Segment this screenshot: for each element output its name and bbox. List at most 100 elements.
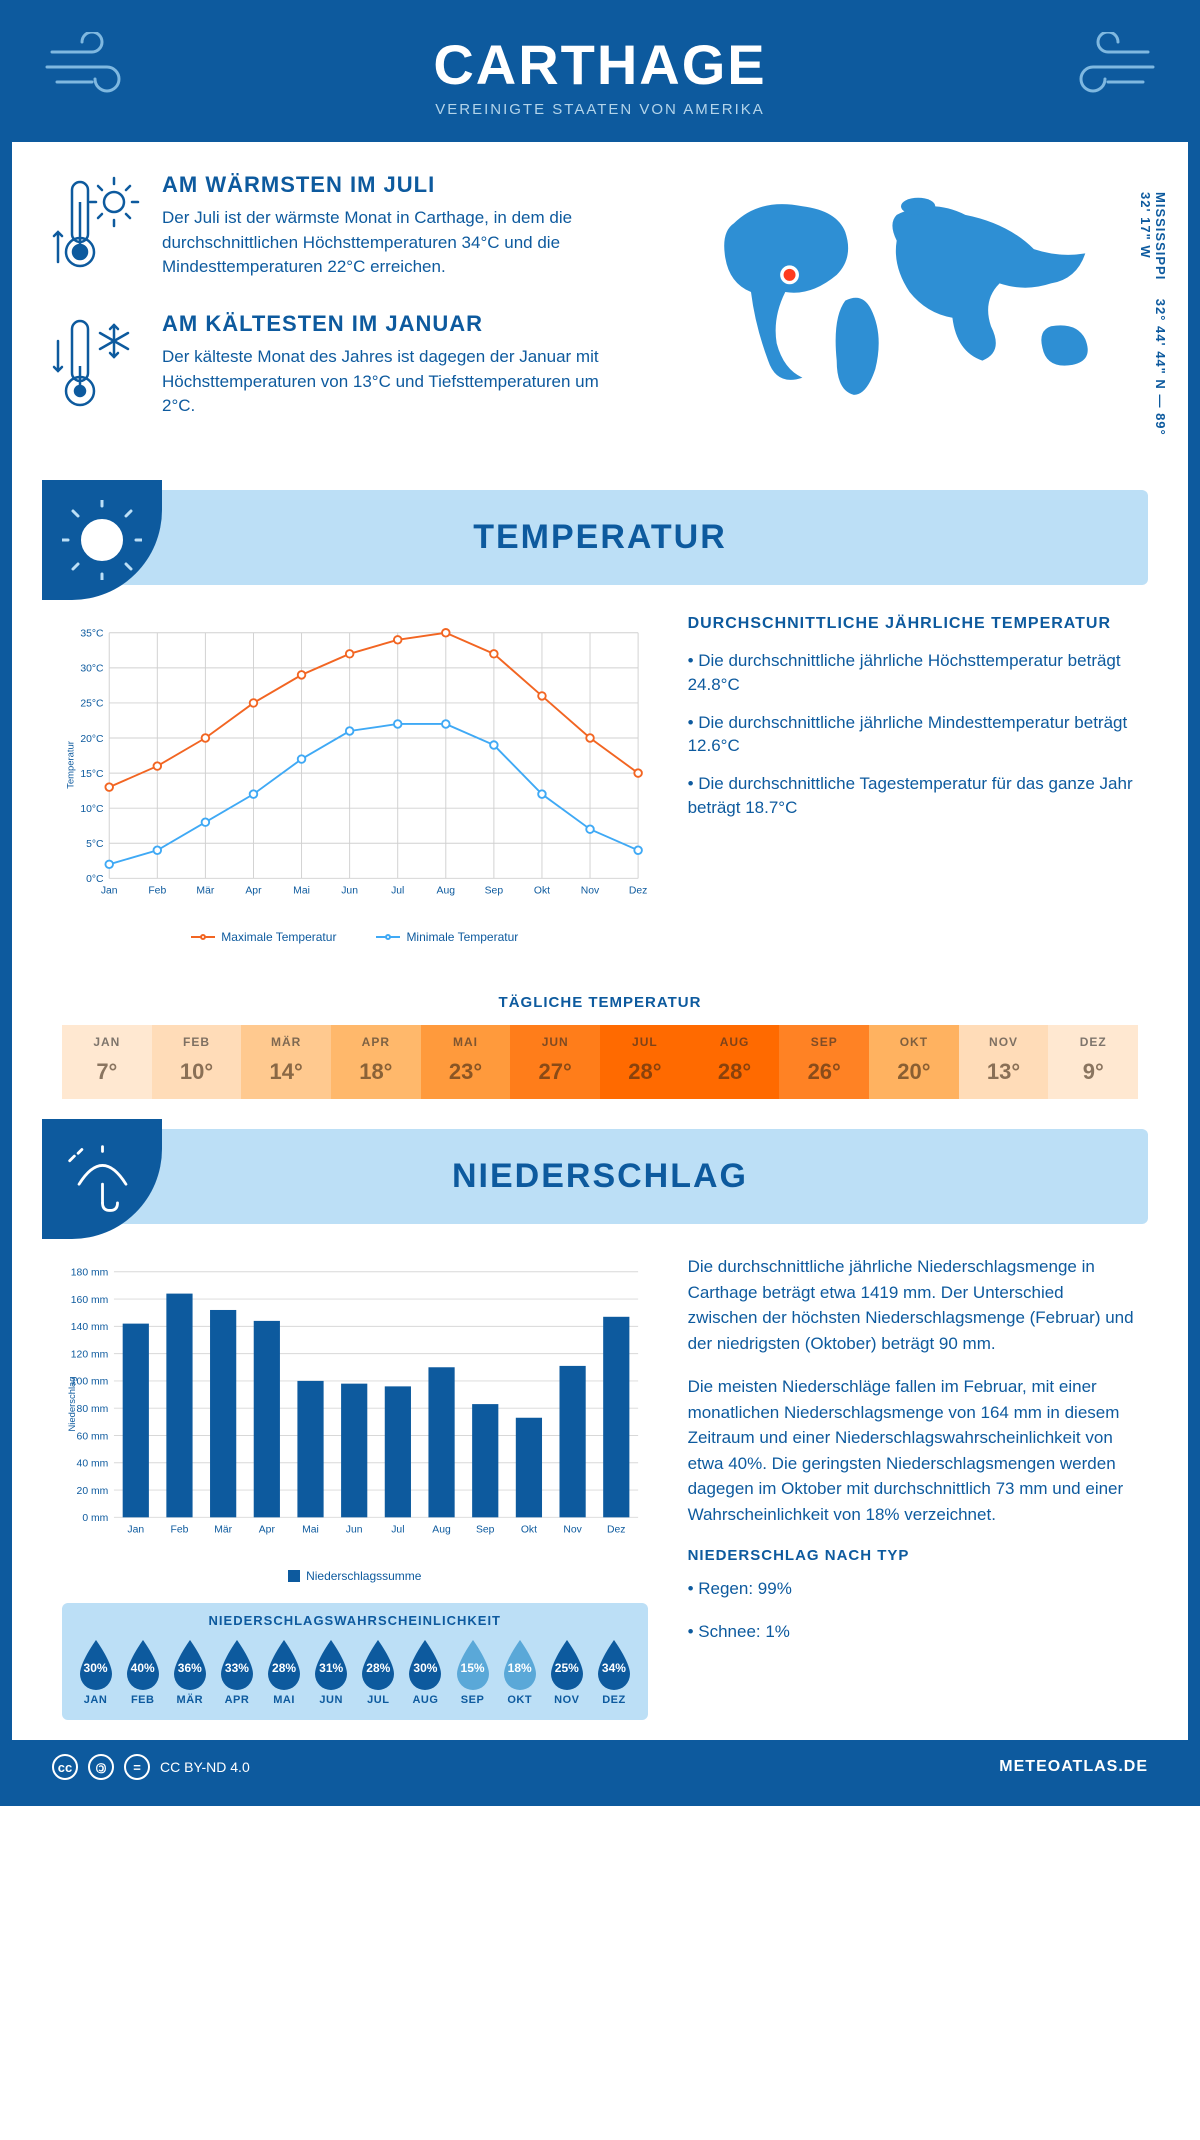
daily-cell: JAN7° [62, 1025, 152, 1099]
nd-icon: = [124, 1754, 150, 1780]
site-name: METEOATLAS.DE [999, 1758, 1148, 1776]
temperature-summary: DURCHSCHNITTLICHE JÄHRLICHE TEMPERATUR •… [688, 615, 1138, 944]
warmest-fact: AM WÄRMSTEN IM JULI Der Juli ist der wär… [52, 172, 633, 287]
svg-text:Jan: Jan [127, 1524, 144, 1535]
warmest-title: AM WÄRMSTEN IM JULI [162, 172, 633, 198]
svg-text:0 mm: 0 mm [82, 1513, 108, 1524]
svg-text:120 mm: 120 mm [71, 1349, 108, 1360]
svg-text:Okt: Okt [534, 885, 550, 896]
precipitation-bar-chart: 0 mm20 mm40 mm60 mm80 mm100 mm120 mm140 … [62, 1254, 648, 1583]
svg-text:Mai: Mai [302, 1524, 319, 1535]
svg-text:Feb: Feb [148, 885, 166, 896]
svg-text:Temperatur: Temperatur [65, 741, 76, 789]
svg-text:Aug: Aug [437, 885, 456, 896]
svg-text:15°C: 15°C [80, 769, 104, 780]
page-footer: cc 🄯 = CC BY-ND 4.0 METEOATLAS.DE [12, 1740, 1188, 1794]
svg-text:40 mm: 40 mm [77, 1459, 109, 1470]
probability-drop: 18%OKT [499, 1638, 541, 1706]
warmest-text: Der Juli ist der wärmste Monat in Cartha… [162, 206, 633, 280]
svg-text:0°C: 0°C [86, 874, 104, 885]
wind-icon [1058, 32, 1158, 107]
svg-text:Apr: Apr [245, 885, 262, 896]
svg-text:Sep: Sep [476, 1524, 495, 1535]
daily-temp-grid: JAN7°FEB10°MÄR14°APR18°MAI23°JUN27°JUL28… [62, 1025, 1138, 1099]
svg-text:Mai: Mai [293, 885, 310, 896]
daily-cell: SEP26° [779, 1025, 869, 1099]
svg-text:Okt: Okt [521, 1524, 537, 1535]
section-title: NIEDERSCHLAG [52, 1157, 1148, 1196]
svg-text:Jun: Jun [341, 885, 358, 896]
precipitation-summary: Die durchschnittliche jährliche Niedersc… [688, 1254, 1138, 1720]
svg-text:25°C: 25°C [80, 699, 104, 710]
probability-drop: 34%DEZ [593, 1638, 635, 1706]
coldest-text: Der kälteste Monat des Jahres ist dagege… [162, 345, 633, 419]
section-title: TEMPERATUR [52, 518, 1148, 557]
probability-drop: 30%JAN [75, 1638, 117, 1706]
daily-temp-title: TÄGLICHE TEMPERATUR [12, 994, 1188, 1011]
cc-icon: cc [52, 1754, 78, 1780]
svg-text:Jul: Jul [391, 885, 404, 896]
coldest-fact: AM KÄLTESTEN IM JANUAR Der kälteste Mona… [52, 311, 633, 426]
svg-text:Aug: Aug [432, 1524, 451, 1535]
svg-text:Dez: Dez [629, 885, 647, 896]
umbrella-icon [42, 1119, 162, 1239]
thermometer-snow-icon [52, 311, 142, 426]
thermometer-sun-icon [52, 172, 142, 287]
country-subtitle: VEREINIGTE STAATEN VON AMERIKA [12, 101, 1188, 118]
coldest-title: AM KÄLTESTEN IM JANUAR [162, 311, 633, 337]
daily-cell: JUL28° [600, 1025, 690, 1099]
daily-cell: MAI23° [421, 1025, 511, 1099]
precipitation-banner: NIEDERSCHLAG [52, 1129, 1148, 1224]
probability-drop: 31%JUN [310, 1638, 352, 1706]
svg-text:5°C: 5°C [86, 839, 104, 850]
temperature-line-chart: 0°C5°C10°C15°C20°C25°C30°C35°CJanFebMärA… [62, 615, 648, 944]
probability-drop: 15%SEP [452, 1638, 494, 1706]
svg-text:140 mm: 140 mm [71, 1322, 108, 1333]
svg-text:80 mm: 80 mm [77, 1404, 109, 1415]
probability-drop: 28%MAI [263, 1638, 305, 1706]
svg-text:Niederschlag: Niederschlag [67, 1376, 78, 1431]
svg-text:20 mm: 20 mm [77, 1486, 109, 1497]
coordinates: MISSISSIPPI 32° 44' 44" N — 89° 32' 17" … [1138, 192, 1168, 450]
probability-drop: 36%MÄR [169, 1638, 211, 1706]
daily-cell: FEB10° [152, 1025, 242, 1099]
svg-text:30°C: 30°C [80, 664, 104, 675]
chart-legend: Maximale Temperatur Minimale Temperatur [62, 930, 648, 944]
svg-text:Mär: Mär [196, 885, 214, 896]
svg-text:Jun: Jun [346, 1524, 363, 1535]
svg-text:Jan: Jan [101, 885, 118, 896]
svg-text:160 mm: 160 mm [71, 1295, 108, 1306]
temperature-banner: TEMPERATUR [52, 490, 1148, 585]
probability-drop: 28%JUL [357, 1638, 399, 1706]
svg-text:20°C: 20°C [80, 734, 104, 745]
probability-drop: 30%AUG [404, 1638, 446, 1706]
daily-cell: MÄR14° [241, 1025, 331, 1099]
chart-legend: Niederschlagssumme [62, 1569, 648, 1583]
svg-text:60 mm: 60 mm [77, 1431, 109, 1442]
daily-cell: OKT20° [869, 1025, 959, 1099]
by-icon: 🄯 [88, 1754, 114, 1780]
page-header: CARTHAGE VEREINIGTE STAATEN VON AMERIKA [12, 12, 1188, 142]
precipitation-probability: NIEDERSCHLAGSWAHRSCHEINLICHKEIT 30%JAN40… [62, 1603, 648, 1720]
intro-section: AM WÄRMSTEN IM JULI Der Juli ist der wär… [12, 142, 1188, 470]
license-text: CC BY-ND 4.0 [160, 1759, 250, 1775]
probability-drop: 25%NOV [546, 1638, 588, 1706]
wind-icon [42, 32, 142, 107]
svg-text:10°C: 10°C [80, 804, 104, 815]
svg-text:Apr: Apr [259, 1524, 276, 1535]
daily-cell: JUN27° [510, 1025, 600, 1099]
daily-cell: APR18° [331, 1025, 421, 1099]
sun-icon [42, 480, 162, 600]
daily-cell: AUG28° [690, 1025, 780, 1099]
svg-text:180 mm: 180 mm [71, 1268, 108, 1279]
daily-cell: DEZ9° [1048, 1025, 1138, 1099]
svg-text:Feb: Feb [171, 1524, 189, 1535]
svg-text:Jul: Jul [391, 1524, 404, 1535]
daily-cell: NOV13° [959, 1025, 1049, 1099]
probability-drop: 33%APR [216, 1638, 258, 1706]
svg-text:Nov: Nov [563, 1524, 582, 1535]
svg-text:Nov: Nov [581, 885, 600, 896]
svg-text:Mär: Mär [214, 1524, 232, 1535]
svg-text:Dez: Dez [607, 1524, 625, 1535]
world-map: MISSISSIPPI 32° 44' 44" N — 89° 32' 17" … [663, 172, 1148, 450]
